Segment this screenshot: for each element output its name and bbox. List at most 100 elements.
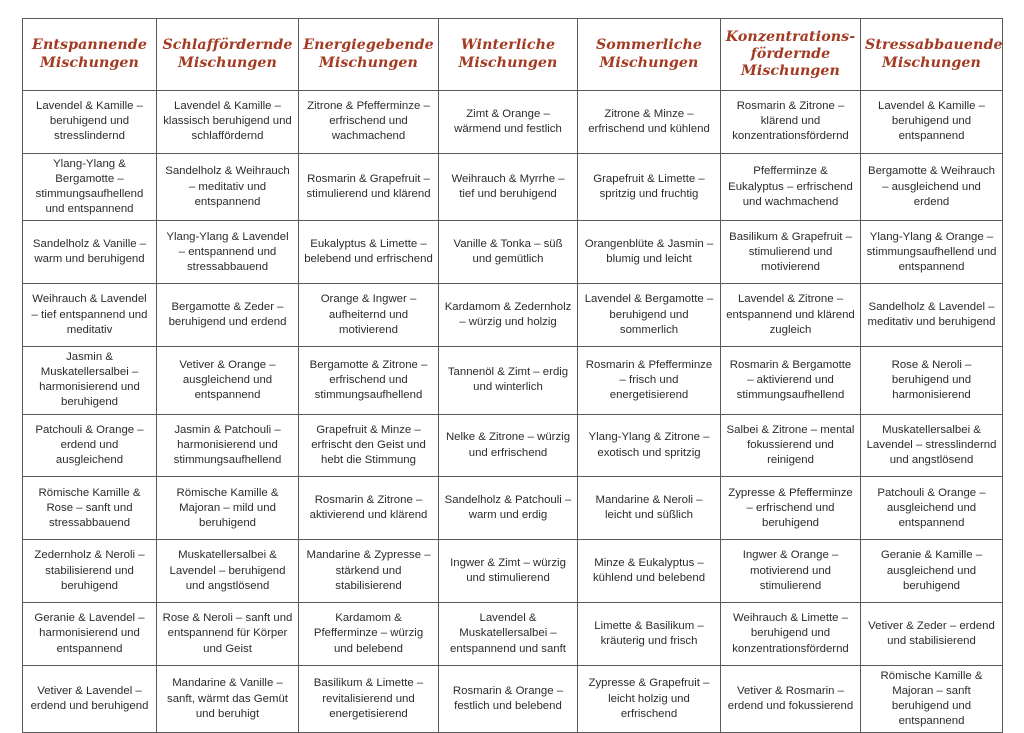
- blend-text: Jasmin & Patchouli – harmonisierend und …: [173, 423, 282, 467]
- blend-text: Jasmin & Muskatellersalbei – harmonisier…: [39, 351, 140, 409]
- blend-text: Lavendel & Kamille – beruhigend und stre…: [35, 100, 143, 143]
- blend-text: Ylang-Ylang & Lavendel – entspannend und…: [166, 230, 289, 273]
- table-cell: Bergamotte & Zeder – beruhigend und erde…: [156, 283, 299, 348]
- blend-text: Vetiver & Lavendel – erdend und beruhige…: [30, 684, 149, 713]
- table-cell: Vetiver & Zeder – erdend und stabilisier…: [860, 602, 1003, 666]
- blend-text: Rose & Neroli – beruhigend und harmonisi…: [891, 358, 972, 401]
- blend-text: Rosmarin & Zitrone – aktivierend und klä…: [309, 494, 428, 522]
- table-cell: Rosmarin & Grapefruit – stimulierend und…: [298, 152, 439, 222]
- table-cell: Zypresse & Pfefferminze – erfrischend un…: [720, 476, 861, 541]
- aromatherapy-blends-table: Entspannende Mischungen Schlaffördernde …: [22, 18, 1003, 733]
- table-cell: Lavendel & Kamille – beruhigend und stre…: [22, 90, 157, 154]
- column-header-line: Energiegebende: [303, 37, 434, 54]
- column-header-line: Mischungen: [319, 54, 418, 71]
- column-header-line: Schlaffördernde: [162, 37, 293, 54]
- table-cell: Grapefruit & Limette – spritzig und fruc…: [577, 152, 721, 222]
- table-cell: Ylang-Ylang & Lavendel – entspannend und…: [156, 220, 299, 285]
- blend-text: Lavendel & Zitrone – entspannend und klä…: [726, 293, 855, 336]
- table-cell: Geranie & Lavendel – harmonisierend und …: [22, 602, 157, 666]
- blend-text: Vetiver & Zeder – erdend und stabilisier…: [868, 619, 995, 647]
- blend-text: Zitrone & Pfefferminze – erfrischend und…: [307, 100, 430, 143]
- table-cell: Rosmarin & Zitrone – klärend und konzent…: [720, 90, 861, 154]
- table-row: Lavendel & Kamille – beruhigend und stre…: [22, 90, 1003, 154]
- column-header-line: Entspannende: [32, 37, 147, 54]
- blend-text: Zedernholz & Neroli – stabilisierend und…: [34, 549, 145, 592]
- blend-text: Römische Kamille & Majoran – mild und be…: [176, 486, 279, 529]
- table-cell: Patchouli & Orange – erdend und ausgleic…: [22, 413, 157, 478]
- blend-text: Ylang-Ylang & Bergamotte – stimmungsaufh…: [35, 157, 144, 216]
- table-cell: Sandelholz & Weihrauch – meditativ und e…: [156, 152, 299, 222]
- table-cell: Zitrone & Pfefferminze – erfrischend und…: [298, 90, 439, 154]
- blend-text: Ingwer & Orange – motivierend und stimul…: [742, 549, 839, 592]
- table-cell: Grapefruit & Minze – erfrischt den Geist…: [298, 413, 439, 478]
- table-cell: Lavendel & Muskatellersalbei – entspanne…: [438, 602, 578, 666]
- table-row: Sandelholz & Vanille – warm und beruhige…: [22, 220, 1003, 285]
- table-cell: Lavendel & Bergamotte – beruhigend und s…: [577, 283, 721, 348]
- table-cell: Ingwer & Orange – motivierend und stimul…: [720, 539, 861, 604]
- table-row: Zedernholz & Neroli – stabilisierend und…: [22, 539, 1003, 604]
- blend-text: Limette & Basilikum – kräuterig und fris…: [594, 619, 704, 647]
- table-cell: Muskatellersalbei & Lavendel – beruhigen…: [156, 539, 299, 604]
- table-cell: Weihrauch & Lavendel – tief entspannend …: [22, 283, 157, 348]
- table-cell: Ingwer & Zimt – würzig und stimulierend: [438, 539, 578, 604]
- table-cell: Bergamotte & Weihrauch – ausgleichend un…: [860, 152, 1003, 222]
- blend-text: Ingwer & Zimt – würzig und stimulierend: [450, 556, 566, 585]
- blend-text: Weihrauch & Myrrhe – tief und beruhigend: [451, 172, 565, 201]
- blend-text: Römische Kamille & Majoran – sanft beruh…: [880, 669, 983, 728]
- column-header-line: Stressabbauende: [865, 37, 1003, 54]
- blend-text: Lavendel & Kamille – beruhigend und ents…: [877, 100, 985, 143]
- table-header-row: Entspannende Mischungen Schlaffördernde …: [22, 18, 1003, 91]
- column-header-winterliche: Winterliche Mischungen: [438, 18, 578, 91]
- blend-text: Nelke & Zitrone – würzig und erfrischend: [445, 431, 571, 459]
- table-cell: Rosmarin & Orange – festlich und beleben…: [438, 664, 578, 733]
- table-row: Geranie & Lavendel – harmonisierend und …: [22, 602, 1003, 666]
- column-header-line: Winterliche: [460, 37, 556, 54]
- table-cell: Basilikum & Grapefruit – stimulierend un…: [720, 220, 861, 285]
- table-cell: Vetiver & Rosmarin – erdend und fokussie…: [720, 664, 861, 733]
- blend-text: Rosmarin & Bergamotte – aktivierend und …: [729, 358, 852, 401]
- blend-text: Tannenöl & Zimt – erdig und winterlich: [447, 366, 569, 394]
- blend-text: Patchouli & Orange – erdend und ausgleic…: [35, 423, 144, 467]
- table-cell: Sandelholz & Patchouli – warm und erdig: [438, 476, 578, 541]
- table-cell: Limette & Basilikum – kräuterig und fris…: [577, 602, 721, 666]
- table-cell: Ylang-Ylang & Orange – stimmungsaufhelle…: [860, 220, 1003, 285]
- table-cell: Muskatellersalbei & Lavendel – stresslin…: [860, 413, 1003, 478]
- column-header-line: Mischungen: [741, 63, 840, 80]
- blend-text: Rose & Neroli – sanft und entspannend fü…: [162, 612, 293, 655]
- table-body: Lavendel & Kamille – beruhigend und stre…: [22, 90, 1003, 733]
- blend-text: Patchouli & Orange – ausgleichend und en…: [877, 486, 986, 529]
- table-cell: Weihrauch & Limette – beruhigend und kon…: [720, 602, 861, 666]
- column-header-line: fördernde: [750, 45, 831, 62]
- blend-text: Orangenblüte & Jasmin – blumig und leich…: [584, 238, 714, 266]
- table-cell: Minze & Eukalyptus – kühlend und beleben…: [577, 539, 721, 604]
- blend-text: Kardamom & Pfefferminze – würzig und bel…: [313, 612, 424, 655]
- blend-text: Mandarine & Neroli – leicht und süßlich: [595, 494, 703, 522]
- blend-text: Muskatellersalbei & Lavendel – beruhigen…: [169, 549, 286, 592]
- table-cell: Ylang-Ylang & Zitrone – exotisch und spr…: [577, 413, 721, 478]
- table-cell: Mandarine & Vanille – sanft, wärmt das G…: [156, 664, 299, 733]
- table-cell: Lavendel & Kamille – beruhigend und ents…: [860, 90, 1003, 154]
- table-cell: Lavendel & Kamille – klassisch beruhigen…: [156, 90, 299, 154]
- table-cell: Rosmarin & Zitrone – aktivierend und klä…: [298, 476, 439, 541]
- blend-text: Weihrauch & Lavendel – tief entspannend …: [31, 293, 148, 336]
- table-cell: Salbei & Zitrone – mental fokussierend u…: [720, 413, 861, 478]
- blend-text: Sandelholz & Lavendel – meditativ und be…: [867, 300, 996, 329]
- table-row: Weihrauch & Lavendel – tief entspannend …: [22, 283, 1003, 348]
- blend-text: Geranie & Kamille – ausgleichend und ber…: [880, 549, 983, 592]
- table-row: Jasmin & Muskatellersalbei – harmonisier…: [22, 346, 1003, 415]
- column-header-energiegebende: Energiegebende Mischungen: [298, 18, 439, 91]
- blend-text: Minze & Eukalyptus – kühlend und beleben…: [592, 556, 706, 585]
- blend-text: Rosmarin & Pfefferminze – frisch und ene…: [585, 358, 713, 401]
- table-row: Vetiver & Lavendel – erdend und beruhige…: [22, 664, 1003, 733]
- table-cell: Lavendel & Zitrone – entspannend und klä…: [720, 283, 861, 348]
- column-header-line: Mischungen: [599, 54, 699, 71]
- table-cell: Basilikum & Limette – revitalisierend un…: [298, 664, 439, 733]
- table-cell: Jasmin & Muskatellersalbei – harmonisier…: [22, 346, 157, 415]
- blend-text: Lavendel & Bergamotte – beruhigend und s…: [584, 293, 714, 336]
- table-cell: Mandarine & Zypresse – stärkend und stab…: [298, 539, 439, 604]
- column-header-stressabbauende: Stressabbauende Mischungen: [860, 18, 1003, 91]
- table-header-row-group: Entspannende Mischungen Schlaffördernde …: [22, 18, 1003, 91]
- table-cell: Zimt & Orange – wärmend und festlich: [438, 90, 578, 154]
- table-cell: Weihrauch & Myrrhe – tief und beruhigend: [438, 152, 578, 222]
- blend-text: Ylang-Ylang & Orange – stimmungsaufhelle…: [866, 230, 997, 273]
